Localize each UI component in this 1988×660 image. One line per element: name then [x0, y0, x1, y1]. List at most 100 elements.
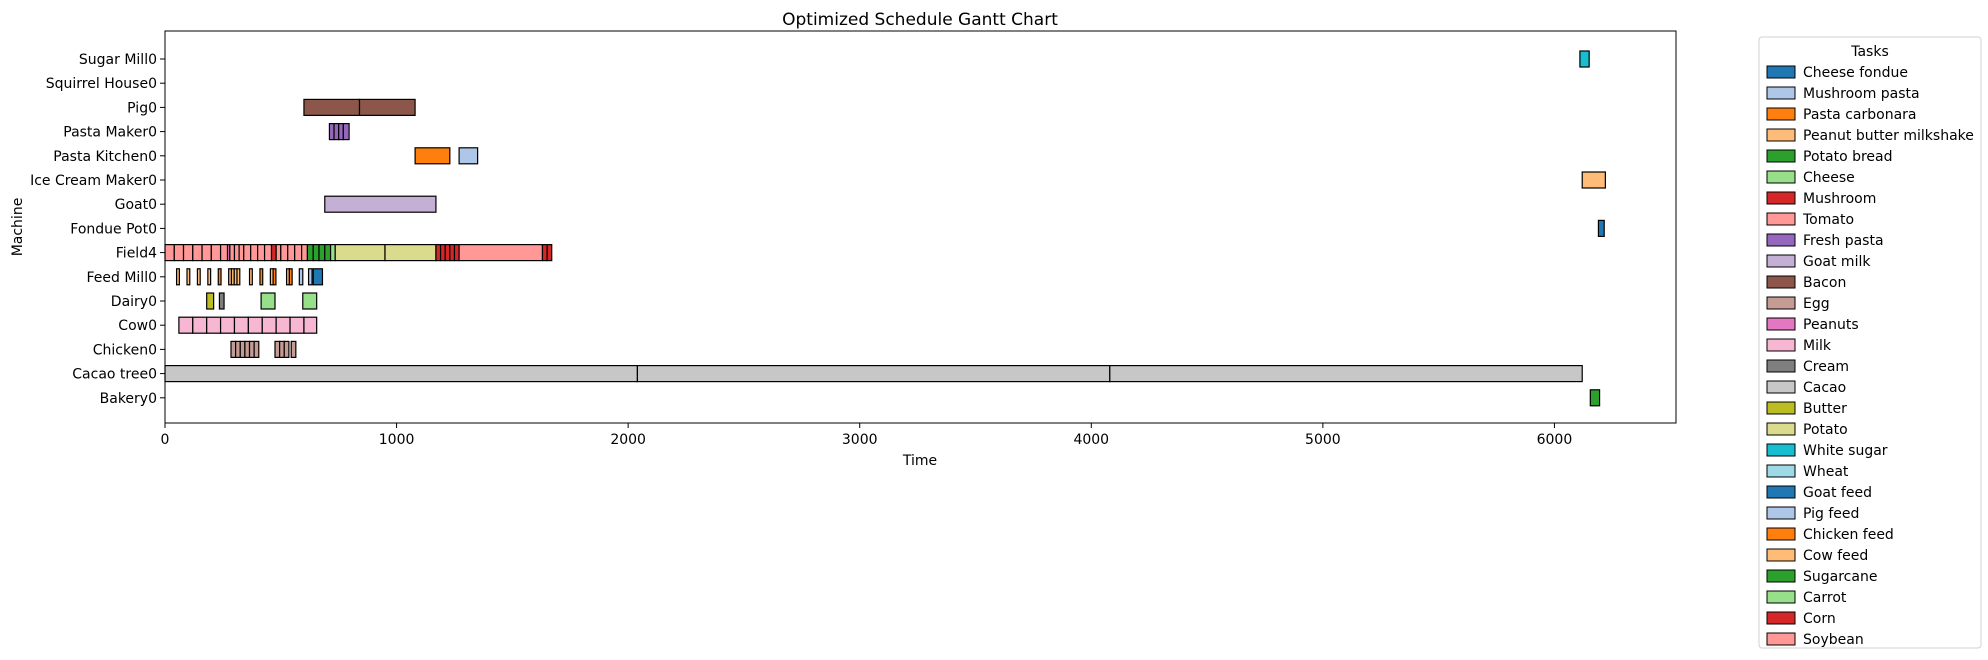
task-bar: [192, 316, 208, 334]
legend-entry-label: Soybean: [1803, 632, 1864, 648]
legend-swatch: [1766, 380, 1796, 394]
legend-entry-label: Peanuts: [1803, 317, 1859, 333]
task-bar: [318, 244, 326, 262]
legend-swatch: [1766, 443, 1796, 457]
legend-entry-label: Milk: [1803, 338, 1832, 354]
legend-entry-label: Cheese: [1803, 170, 1855, 186]
y-tick-label: Feed Mill0: [86, 270, 157, 286]
task-bar: [270, 244, 277, 262]
task-bar: [546, 244, 553, 262]
task-bar: [173, 244, 185, 262]
legend-entry-label: Bacon: [1803, 275, 1846, 291]
y-tick-label: Pasta Maker0: [63, 125, 157, 141]
legend-entry-label: Cow feed: [1803, 548, 1868, 564]
task-bar: [303, 316, 318, 334]
task-bar: [201, 244, 212, 262]
y-tick-label: Chicken0: [93, 342, 157, 358]
legend-swatch: [1766, 527, 1796, 541]
task-bar: [302, 292, 318, 310]
task-bar: [253, 340, 260, 358]
task-bar: [636, 365, 1111, 383]
task-bar: [334, 244, 386, 262]
legend-swatch: [1766, 317, 1796, 331]
task-bar: [218, 292, 225, 310]
legend-swatch: [1766, 338, 1796, 352]
legend-swatch: [1766, 611, 1796, 625]
task-bar: [182, 244, 194, 262]
legend-entry-label: Fresh pasta: [1803, 233, 1884, 249]
legend-entry-label: Carrot: [1803, 590, 1847, 606]
y-tick-label: Squirrel House0: [46, 76, 157, 92]
task-bar: [458, 244, 544, 262]
task-bar: [1589, 389, 1601, 407]
task-bar: [289, 316, 305, 334]
legend-entry-label: Butter: [1803, 401, 1847, 417]
legend-entry-label: Goat feed: [1803, 485, 1872, 501]
y-axis-label: Machine: [10, 198, 26, 257]
task-bar: [301, 244, 309, 262]
legend-swatch: [1766, 275, 1796, 289]
task-bar: [1581, 171, 1606, 189]
task-bar: [206, 292, 215, 310]
task-bar: [233, 244, 240, 262]
task-bar: [290, 340, 297, 358]
task-bar: [444, 244, 451, 262]
task-bar: [178, 316, 194, 334]
y-tick-label: Pasta Kitchen0: [53, 149, 157, 165]
task-bar: [260, 292, 276, 310]
task-bar: [196, 268, 201, 286]
task-bar: [263, 244, 273, 262]
task-bar: [1597, 219, 1605, 237]
legend: Tasks Cheese fondue Mushroom pasta Pasta c…: [1758, 36, 1982, 649]
task-bar: [324, 244, 332, 262]
task-bar: [329, 244, 336, 262]
legend-entry-label: Mushroom: [1803, 191, 1876, 207]
task-bar: [186, 268, 191, 286]
task-bar: [280, 244, 289, 262]
legend-entry-label: Cacao: [1803, 380, 1846, 396]
task-bar: [303, 98, 361, 117]
legend-swatch: [1766, 401, 1796, 415]
task-bar: [175, 268, 180, 286]
task-bar: [312, 244, 320, 262]
legend-entry-label: Cream: [1803, 359, 1849, 375]
legend-entries: Cheese fondue Mushroom pasta Pasta carbona…: [1766, 65, 1974, 648]
task-bar: [235, 340, 241, 358]
task-bar: [236, 268, 241, 286]
task-bar: [328, 122, 335, 141]
legend-entry-label: Pig feed: [1803, 506, 1859, 522]
x-axis-tick-labels: 0 1000 2000 3000 4000 5000 6000: [161, 423, 1572, 448]
task-bar: [217, 268, 222, 286]
legend-swatch: [1766, 464, 1796, 478]
legend-entry-label: Wheat: [1803, 464, 1849, 480]
task-bar: [307, 268, 313, 286]
task-bar: [164, 244, 175, 262]
task-bar: [248, 340, 255, 358]
x-axis-label: Time: [902, 453, 937, 469]
task-bar: [439, 244, 446, 262]
legend-swatch: [1766, 590, 1796, 604]
legend-entry-label: Goat milk: [1803, 254, 1871, 270]
task-bar: [298, 268, 304, 286]
task-bar: [164, 365, 639, 383]
task-bar: [247, 316, 263, 334]
task-bars: [164, 50, 1606, 407]
y-tick-label: Dairy0: [111, 294, 157, 310]
legend-entry-label: Chicken feed: [1803, 527, 1894, 543]
legend-swatch: [1766, 128, 1796, 142]
legend-swatch: [1766, 107, 1796, 121]
task-bar: [274, 340, 281, 358]
legend-swatch: [1766, 485, 1796, 499]
legend-swatch: [1766, 569, 1796, 583]
legend-swatch: [1766, 632, 1796, 646]
legend-entry-label: Cheese fondue: [1803, 65, 1908, 81]
x-tick-label: 5000: [1305, 432, 1341, 448]
task-bar: [230, 340, 237, 358]
task-bar: [275, 244, 282, 262]
task-bar: [333, 122, 340, 141]
legend-entry-label: Egg: [1803, 296, 1830, 312]
legend-swatch: [1766, 233, 1796, 247]
task-bar: [324, 195, 437, 213]
legend-entry-label: Potato: [1803, 422, 1848, 438]
task-bar: [1109, 365, 1583, 383]
